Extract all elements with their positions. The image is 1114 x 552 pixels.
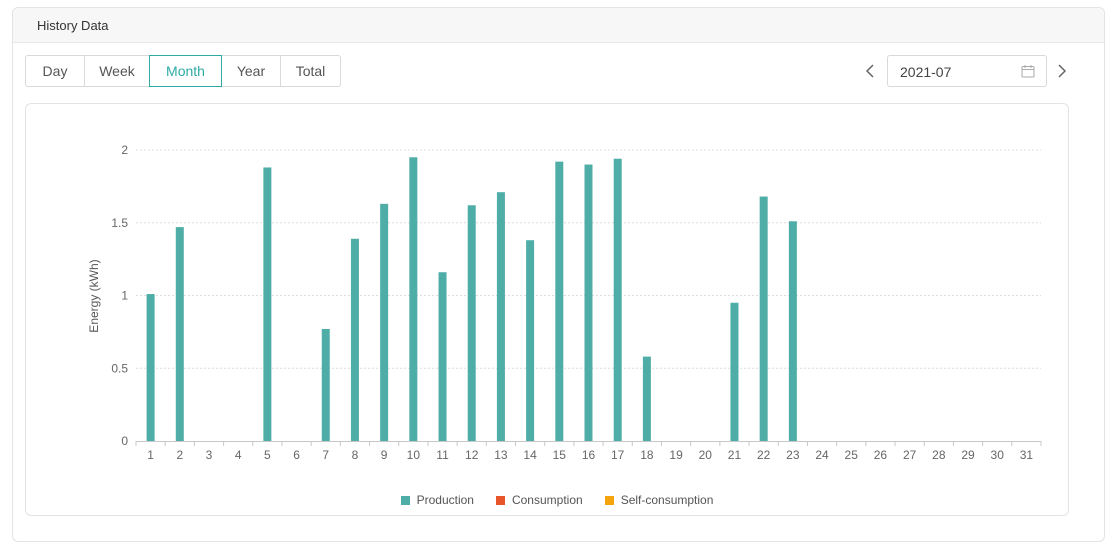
legend-label-consumption: Consumption [511,493,583,507]
x-tick-label: 12 [465,448,479,462]
x-tick-label: 25 [845,448,859,462]
x-tick-label: 11 [436,448,449,462]
y-tick-label: 2 [121,143,128,157]
x-tick-label: 14 [523,448,537,462]
legend-swatch-consumption [495,495,505,505]
bar-production [321,328,330,441]
x-tick-label: 16 [582,448,596,462]
y-tick-label: 1.5 [111,216,128,230]
bar-production [409,157,418,441]
x-tick-label: 20 [699,448,713,462]
legend-swatch-production [400,495,410,505]
bar-production [526,240,535,441]
legend-item-self-consumption[interactable]: Self-consumption [604,493,714,507]
bar-production [496,192,505,441]
bar-production [263,167,272,441]
x-tick-label: 8 [352,448,359,462]
legend-item-consumption[interactable]: Consumption [495,493,583,507]
tab-month[interactable]: Month [149,55,222,87]
y-axis-label: Energy (kWh) [87,259,101,332]
x-tick-label: 23 [786,448,800,462]
chevron-right-icon[interactable] [1054,60,1070,82]
date-value[interactable]: 2021-07 [900,64,952,80]
x-tick-label: 19 [669,448,683,462]
x-tick-label: 27 [903,448,917,462]
x-tick-label: 6 [293,448,300,462]
bar-production [584,164,593,442]
x-tick-label: 24 [815,448,829,462]
x-tick-label: 29 [961,448,975,462]
x-tick-label: 15 [553,448,567,462]
legend-label-production: Production [416,493,474,507]
x-tick-label: 10 [407,448,421,462]
x-tick-label: 5 [264,448,271,462]
bar-production [730,302,739,441]
date-picker[interactable]: 2021-07 [887,55,1047,87]
x-tick-label: 4 [235,448,242,462]
bar-production [613,158,622,442]
bar-production [438,272,447,441]
bar-production [788,221,797,441]
period-tabs: Day Week Month Year Total [25,55,341,87]
y-tick-label: 0 [121,434,128,448]
legend-label-self-consumption: Self-consumption [620,493,714,507]
chevron-left-icon[interactable] [862,60,878,82]
tab-year[interactable]: Year [221,55,281,87]
bar-production [555,161,564,441]
legend-swatch-self-consumption [604,495,614,505]
x-tick-label: 22 [757,448,771,462]
x-tick-label: 21 [728,448,742,462]
chart-legend: Production Consumption Self-consumption [0,493,1114,507]
y-tick-label: 0.5 [111,361,128,375]
x-tick-label: 2 [176,448,183,462]
x-tick-label: 17 [611,448,625,462]
calendar-icon[interactable] [1021,64,1035,83]
panel-title: History Data [37,18,109,33]
panel-header: History Data [13,8,1104,43]
tab-total[interactable]: Total [280,55,341,87]
x-tick-label: 9 [381,448,388,462]
bar-production [350,238,359,441]
bar-production [146,294,155,441]
bar-production [467,205,476,441]
legend-item-production[interactable]: Production [400,493,474,507]
x-tick-label: 13 [494,448,508,462]
bar-production [380,203,389,441]
x-tick-label: 18 [640,448,654,462]
x-tick-label: 30 [991,448,1005,462]
bar-production [642,356,651,441]
chart-card [25,103,1069,516]
bar-production [175,227,184,441]
bar-production [759,196,768,441]
x-tick-label: 28 [932,448,946,462]
x-tick-label: 7 [322,448,329,462]
x-tick-label: 26 [874,448,888,462]
x-tick-label: 3 [206,448,213,462]
tab-week[interactable]: Week [84,55,150,87]
x-tick-label: 1 [147,448,154,462]
x-tick-label: 31 [1020,448,1034,462]
y-tick-label: 1 [121,289,128,303]
